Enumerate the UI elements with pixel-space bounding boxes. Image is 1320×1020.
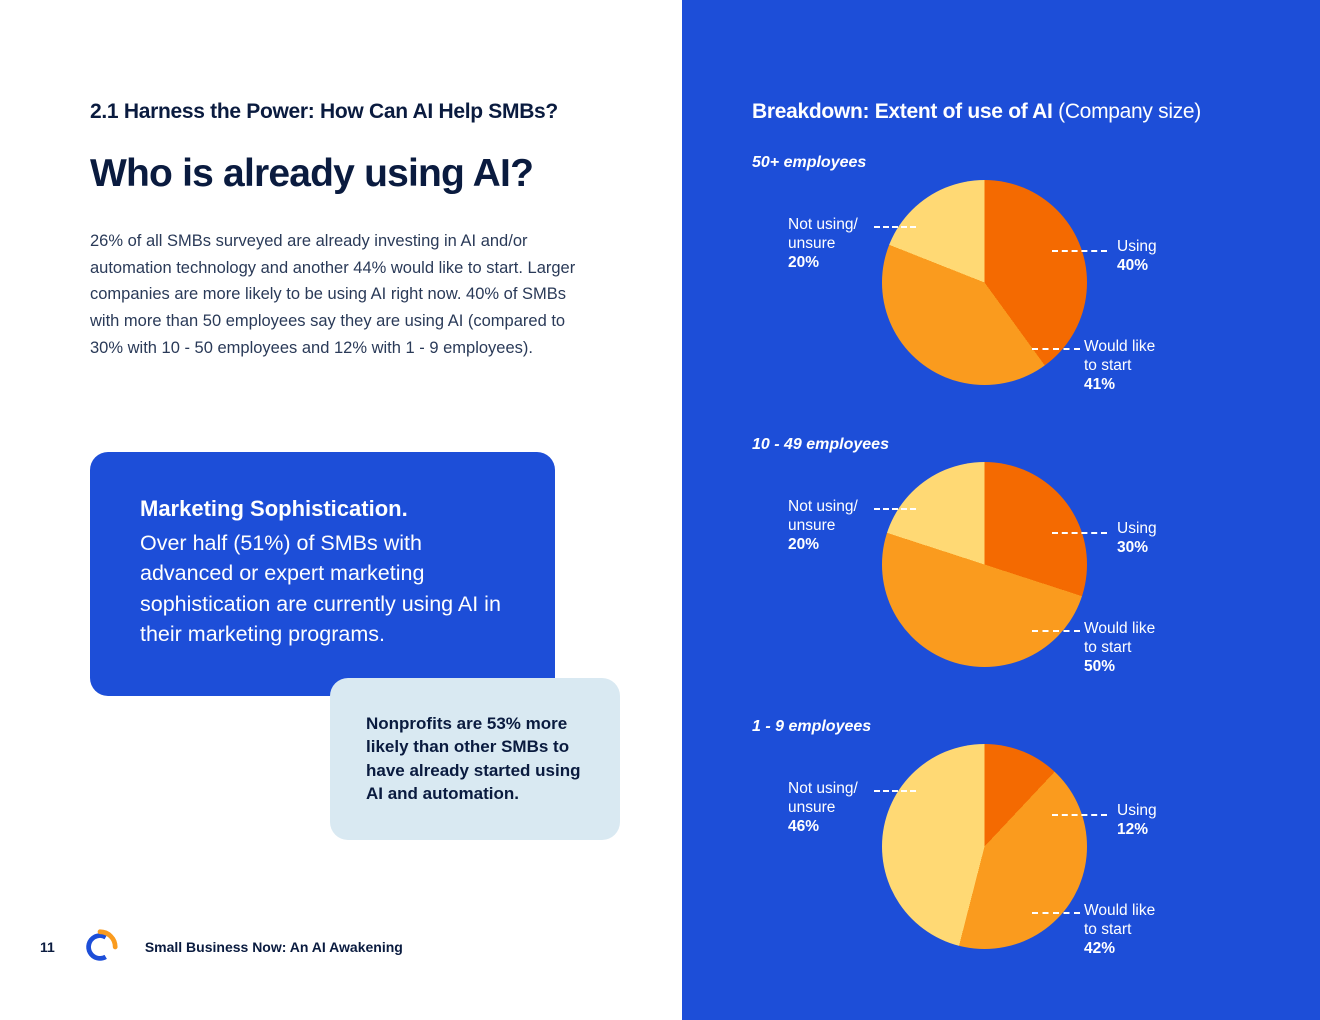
charts-container: 50+ employeesUsing40%Would liketo start4…: [752, 154, 1250, 954]
breakdown-title: Breakdown: Extent of use of AI (Company …: [752, 100, 1250, 124]
callout-light: Nonprofits are 53% more likely than othe…: [330, 678, 620, 840]
breakdown-title-main: Breakdown: Extent of use of AI: [752, 100, 1058, 123]
chart-group-label: 10 - 49 employees: [752, 436, 1250, 454]
pie-chart: [882, 744, 1087, 949]
callout-blue: Marketing Sophistication. Over half (51%…: [90, 452, 555, 696]
leader-line: [874, 226, 916, 228]
chart-group: 50+ employees Using40%Would liketo start4…: [752, 154, 1250, 390]
pie-label-not-using: Not using/unsure20%: [788, 216, 858, 273]
section-label: 2.1 Harness the Power: How Can AI Help S…: [90, 100, 592, 124]
page-number: 11: [40, 939, 55, 955]
leader-line: [1032, 630, 1080, 632]
breakdown-title-sub: (Company size): [1058, 100, 1201, 123]
callout-blue-title: Marketing Sophistication.: [140, 496, 505, 522]
pie-label-not-using: Not using/unsure20%: [788, 498, 858, 555]
pie-label-not-using: Not using/unsure46%: [788, 780, 858, 837]
chart-row: Using12%Would liketo start42%Not using/u…: [752, 744, 1250, 954]
logo-icon: [81, 928, 119, 966]
leader-line: [1052, 814, 1107, 816]
chart-group-label: 50+ employees: [752, 154, 1250, 172]
chart-row: Using40%Would liketo start41%Not using/u…: [752, 180, 1250, 390]
leader-line: [1032, 912, 1080, 914]
body-text: 26% of all SMBs surveyed are already inv…: [90, 228, 592, 362]
page: 2.1 Harness the Power: How Can AI Help S…: [0, 0, 1320, 1020]
pie-label-would-like: Would liketo start42%: [1084, 902, 1155, 959]
pie-label-would-like: Would liketo start41%: [1084, 338, 1155, 395]
chart-group-label: 1 - 9 employees: [752, 718, 1250, 736]
footer: 11 Small Business Now: An AI Awakening: [40, 928, 403, 966]
chart-row: Using30%Would liketo start50%Not using/u…: [752, 462, 1250, 672]
main-heading: Who is already using AI?: [90, 152, 592, 196]
leader-line: [1032, 348, 1080, 350]
pie-chart: [882, 462, 1087, 667]
pie-label-would-like: Would liketo start50%: [1084, 620, 1155, 677]
pie-label-using: Using30%: [1117, 520, 1157, 558]
leader-line: [874, 508, 916, 510]
right-panel: Breakdown: Extent of use of AI (Company …: [682, 0, 1320, 1020]
chart-group: 1 - 9 employees Using12%Would liketo star…: [752, 718, 1250, 954]
leader-line: [1052, 532, 1107, 534]
pie-label-using: Using40%: [1117, 238, 1157, 276]
callout-blue-text: Over half (51%) of SMBs with advanced or…: [140, 528, 505, 650]
footer-title: Small Business Now: An AI Awakening: [145, 939, 403, 955]
left-panel: 2.1 Harness the Power: How Can AI Help S…: [0, 0, 682, 1020]
leader-line: [874, 790, 916, 792]
chart-group: 10 - 49 employees Using30%Would liketo st…: [752, 436, 1250, 672]
pie-label-using: Using12%: [1117, 802, 1157, 840]
pie-chart: [882, 180, 1087, 385]
leader-line: [1052, 250, 1107, 252]
